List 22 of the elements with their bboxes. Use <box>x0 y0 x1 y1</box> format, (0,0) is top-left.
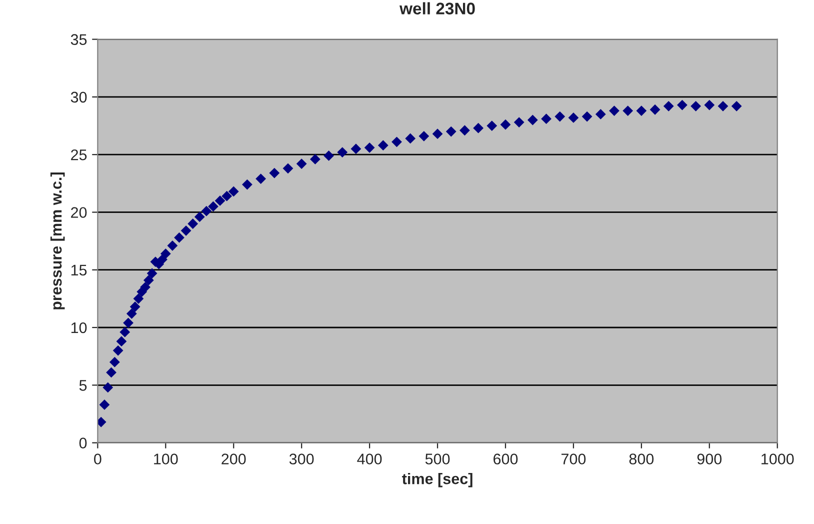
x-tick-label: 800 <box>629 454 654 464</box>
chart-title: well 23N0 <box>399 2 475 14</box>
y-tick-label: 0 <box>79 438 87 448</box>
y-tick-label: 30 <box>70 92 87 103</box>
x-tick-label: 200 <box>222 454 246 464</box>
y-axis-title: pressure [mm w.c.] <box>50 172 65 310</box>
x-tick-label: 400 <box>357 454 382 464</box>
x-tick-label: 100 <box>154 454 178 464</box>
y-tick-label: 15 <box>71 264 87 276</box>
y-tick-label: 25 <box>71 149 87 160</box>
x-axis-title: time [sec] <box>402 472 472 488</box>
y-tick-label: 10 <box>71 322 87 334</box>
y-tick-label: 35 <box>70 34 87 45</box>
x-tick-label: 700 <box>562 454 586 464</box>
x-tick-label: 900 <box>697 454 722 464</box>
x-tick-label: 300 <box>289 454 314 464</box>
y-tick-label: 5 <box>79 380 87 391</box>
x-tick-label: 600 <box>494 454 518 464</box>
x-tick-label: 500 <box>425 454 450 464</box>
y-tick-label: 20 <box>71 207 87 218</box>
x-tick-label: 1000 <box>762 454 794 464</box>
x-tick-label: 0 <box>94 454 102 464</box>
